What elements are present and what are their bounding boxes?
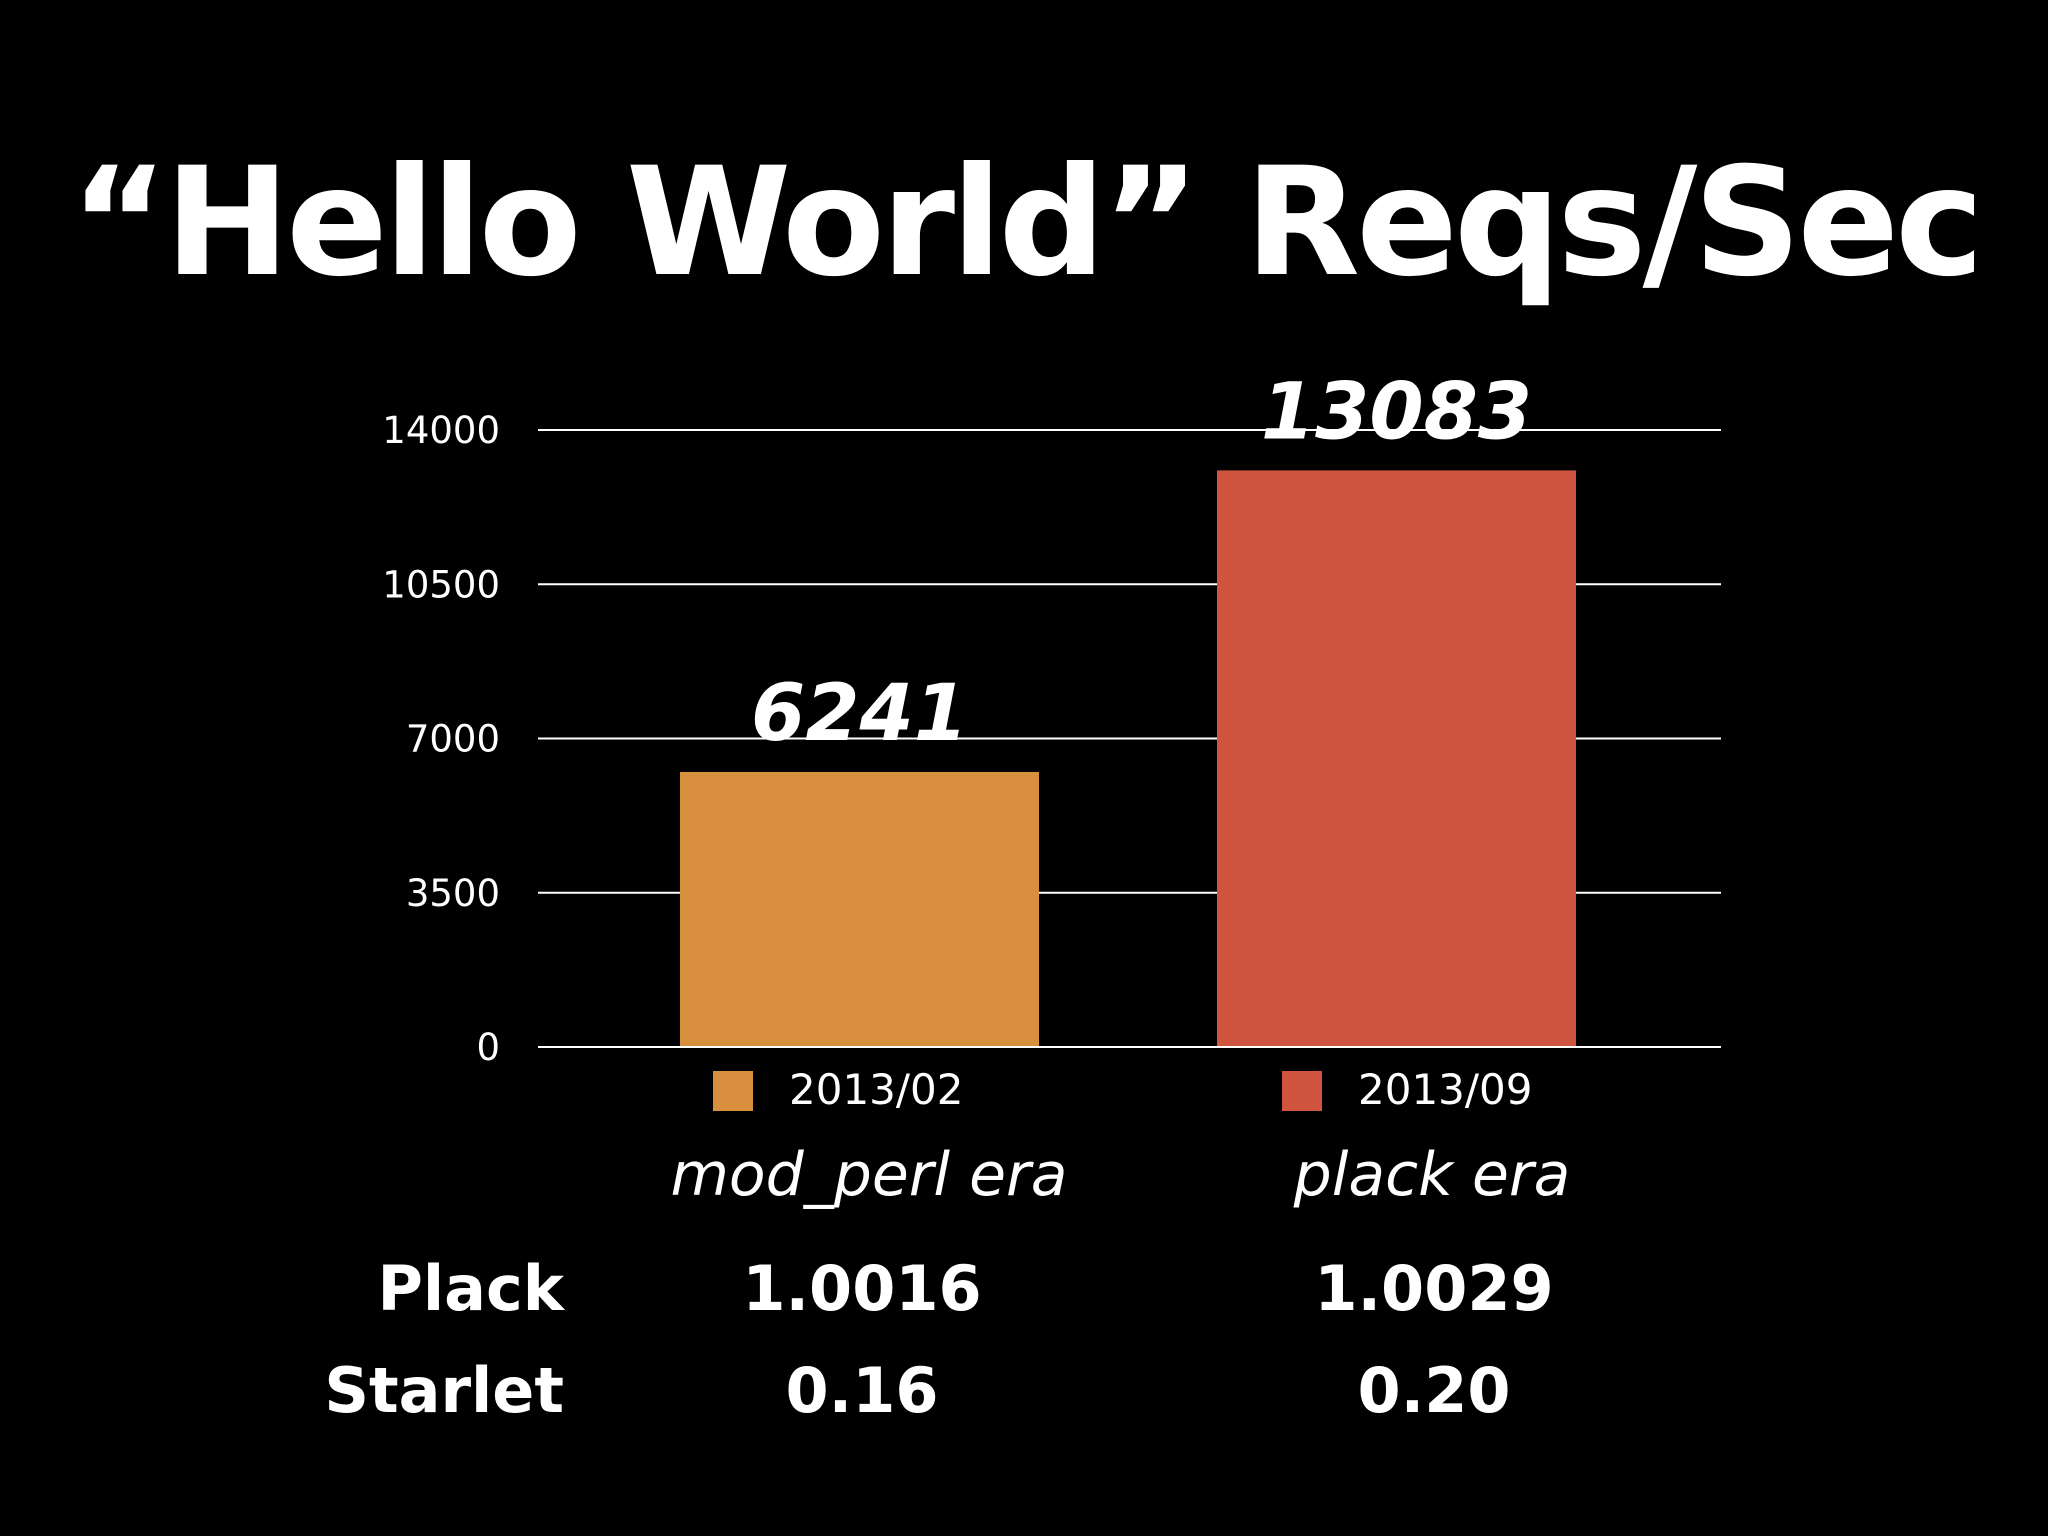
- row-label: Plack: [377, 1252, 565, 1325]
- legend-swatch: [1282, 1071, 1322, 1111]
- version-value: 0.20: [1358, 1354, 1511, 1427]
- y-tick-label: 10500: [382, 563, 500, 606]
- legend-label: 2013/02: [789, 1065, 963, 1114]
- bar: [1217, 470, 1576, 1047]
- value-label: 13083: [1261, 367, 1532, 457]
- value-label: 6241: [751, 669, 968, 759]
- bar: [680, 771, 1039, 1047]
- y-tick-label: 14000: [382, 409, 500, 452]
- era-label: plack era: [1293, 1140, 1571, 1210]
- version-value: 0.16: [786, 1354, 939, 1427]
- legend-swatch: [713, 1071, 753, 1111]
- version-value: 1.0016: [742, 1252, 981, 1325]
- version-value: 1.0029: [1314, 1252, 1553, 1325]
- legend-label: 2013/09: [1358, 1065, 1532, 1114]
- y-tick-label: 7000: [406, 718, 500, 761]
- y-tick-label: 0: [476, 1026, 500, 1069]
- row-label: Starlet: [324, 1354, 564, 1427]
- era-label: mod_perl era: [670, 1140, 1067, 1210]
- y-tick-label: 3500: [406, 872, 500, 915]
- chart-title: “Hello World” Reqs/Sec: [70, 136, 1980, 310]
